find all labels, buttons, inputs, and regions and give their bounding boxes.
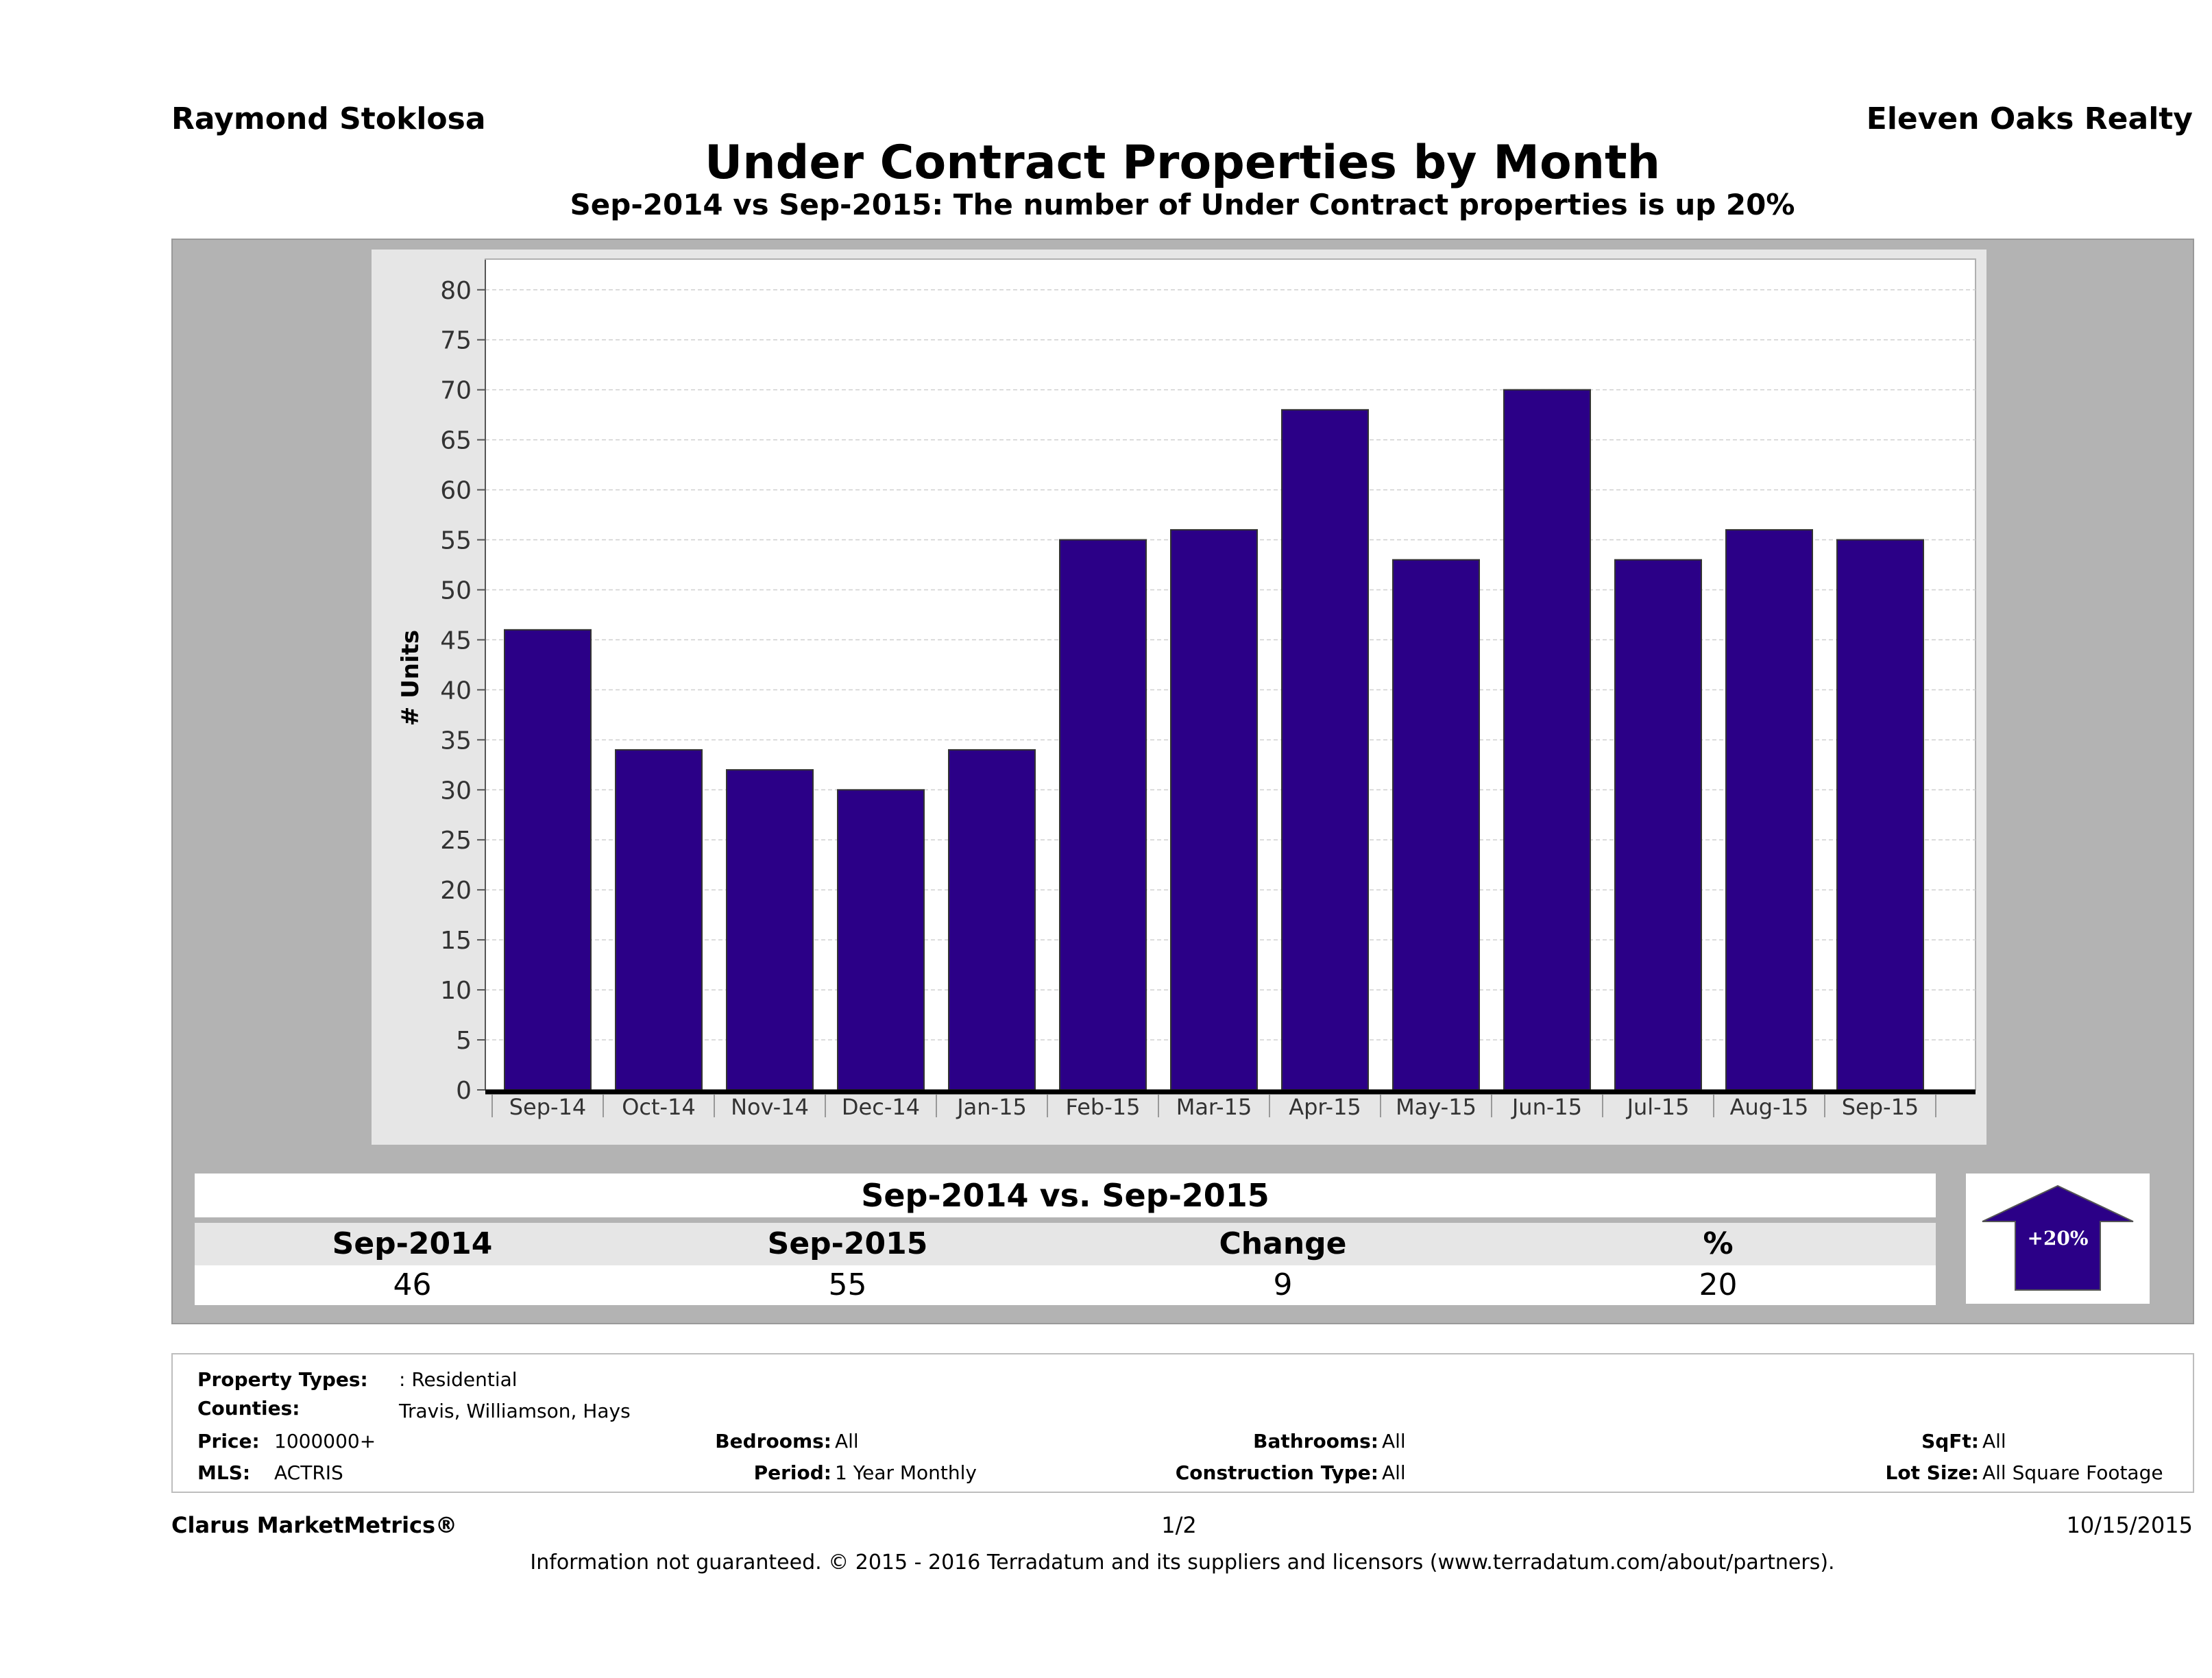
y-tick-label: 20 — [440, 877, 472, 905]
y-tick-label: 0 — [456, 1077, 472, 1105]
company-name: Eleven Oaks Realty — [1866, 101, 2193, 136]
page-number: 1/2 — [1161, 1512, 1197, 1538]
x-tick-label: Sep-15 — [1842, 1094, 1919, 1120]
comparison-label-percent: % — [1703, 1226, 1734, 1261]
property-types-value: : Residential — [399, 1368, 518, 1391]
x-tick-label: Jan-15 — [956, 1094, 1027, 1120]
y-tick-label: 25 — [440, 827, 472, 855]
bar-aug-15 — [1725, 528, 1813, 1091]
change-badge-text: +20% — [2027, 1227, 2088, 1250]
x-tick-label: Jul-15 — [1626, 1094, 1690, 1120]
y-axis-ticks: 0 5 10 15 20 25 30 35 40 45 50 55 60 65 70 75 80 — [440, 277, 485, 1105]
x-tick-label: Apr-15 — [1289, 1094, 1361, 1120]
y-tick-label: 30 — [440, 777, 472, 805]
x-tick-label: May-15 — [1396, 1094, 1476, 1120]
comparison-value-start: 46 — [393, 1267, 432, 1302]
counties-label: Counties: — [197, 1397, 300, 1420]
y-tick-label: 5 — [456, 1027, 472, 1055]
x-tick-label: Aug-15 — [1730, 1094, 1809, 1120]
bar-chart: 0 5 10 15 20 25 30 35 40 45 50 55 60 65 70 75 80 Sep-14 O… — [397, 258, 1976, 1120]
sqft-label: SqFt: — [1921, 1430, 1979, 1452]
price-value: 1000000+ — [274, 1430, 376, 1452]
bar-feb-15 — [1059, 539, 1147, 1091]
bar-mar-15 — [1170, 528, 1258, 1091]
bar-apr-15 — [1281, 409, 1369, 1091]
y-axis-label: # Units — [397, 630, 424, 726]
y-tick-label: 70 — [440, 377, 472, 405]
y-tick-label: 40 — [440, 677, 472, 705]
bar-jun-15 — [1503, 389, 1591, 1091]
page-subtitle: Sep-2014 vs Sep-2015: The number of Unde… — [570, 188, 1795, 221]
construction-type-value: All — [1382, 1461, 1406, 1484]
x-tick-label: Sep-14 — [509, 1094, 587, 1120]
bar-sep-15 — [1836, 539, 1924, 1091]
comparison-heading: Sep-2014 vs. Sep-2015 — [195, 1174, 1936, 1217]
comparison-value-change: 9 — [1273, 1267, 1293, 1302]
comparison-value-percent: 20 — [1699, 1267, 1738, 1302]
comparison-values-row: 46 55 9 20 — [195, 1265, 1936, 1305]
x-tick-label: Feb-15 — [1066, 1094, 1141, 1120]
y-tick-label: 65 — [440, 427, 472, 455]
bar-dec-14 — [837, 789, 925, 1091]
y-tick-label: 15 — [440, 927, 472, 955]
y-tick-label: 35 — [440, 727, 472, 755]
report-date: 10/15/2015 — [2066, 1512, 2193, 1538]
bedrooms-value: All — [835, 1430, 859, 1452]
up-arrow-icon: +20% — [1982, 1184, 2134, 1291]
sqft-value: All — [1982, 1430, 2006, 1452]
x-tick-label: Oct-14 — [622, 1094, 696, 1120]
mls-value: ACTRIS — [274, 1461, 343, 1484]
bars — [504, 389, 1924, 1091]
mls-label: MLS: — [197, 1461, 251, 1484]
y-tick-label: 75 — [440, 327, 472, 355]
search-criteria: Property Types: : Residential Counties: … — [171, 1353, 2194, 1493]
y-tick-label: 50 — [440, 576, 472, 605]
y-tick-label: 45 — [440, 627, 472, 655]
bar-nov-14 — [726, 769, 814, 1091]
x-tick-label: Dec-14 — [842, 1094, 920, 1120]
construction-type-label: Construction Type: — [1175, 1461, 1378, 1484]
period-value: 1 Year Monthly — [835, 1461, 977, 1484]
property-types-label: Property Types: — [197, 1368, 368, 1391]
x-tick-label: Mar-15 — [1176, 1094, 1252, 1120]
brand-name: Clarus MarketMetrics® — [171, 1512, 458, 1538]
bathrooms-label: Bathrooms: — [1253, 1430, 1378, 1452]
bar-jul-15 — [1614, 559, 1702, 1091]
arrow-shape — [1982, 1184, 2134, 1291]
page-title: Under Contract Properties by Month — [705, 136, 1660, 190]
x-tick-label: Jun-15 — [1511, 1094, 1582, 1120]
comparison-labels-row: Sep-2014 Sep-2015 Change % — [195, 1223, 1936, 1265]
bar-jan-15 — [948, 749, 1036, 1091]
comparison-label-end: Sep-2015 — [767, 1226, 928, 1261]
bedrooms-label: Bedrooms: — [715, 1430, 831, 1452]
bar-sep-14 — [504, 629, 592, 1091]
y-tick-label: 10 — [440, 977, 472, 1005]
comparison-value-end: 55 — [828, 1267, 867, 1302]
lot-size-value: All Square Footage — [1982, 1461, 2163, 1484]
bar-may-15 — [1392, 559, 1480, 1091]
price-label: Price: — [197, 1430, 260, 1452]
comparison-label-start: Sep-2014 — [332, 1226, 493, 1261]
comparison-label-change: Change — [1219, 1226, 1347, 1261]
agent-name: Raymond Stoklosa — [171, 101, 486, 136]
disclaimer: Information not guaranteed. © 2015 - 201… — [530, 1551, 1835, 1574]
y-tick-label: 80 — [440, 277, 472, 305]
bar-oct-14 — [615, 749, 703, 1091]
bathrooms-value: All — [1382, 1430, 1406, 1452]
y-tick-label: 55 — [440, 527, 472, 555]
lot-size-label: Lot Size: — [1885, 1461, 1979, 1484]
counties-value: Travis, Williamson, Hays — [399, 1400, 631, 1422]
x-axis-ticks: Sep-14 Oct-14 Nov-14 Dec-14 Jan-15 Feb-15 Mar-… — [491, 1094, 1936, 1120]
x-tick-label: Nov-14 — [731, 1094, 809, 1120]
period-label: Period: — [753, 1461, 831, 1484]
y-tick-label: 60 — [440, 477, 472, 505]
change-indicator: +20% — [1966, 1174, 2150, 1304]
